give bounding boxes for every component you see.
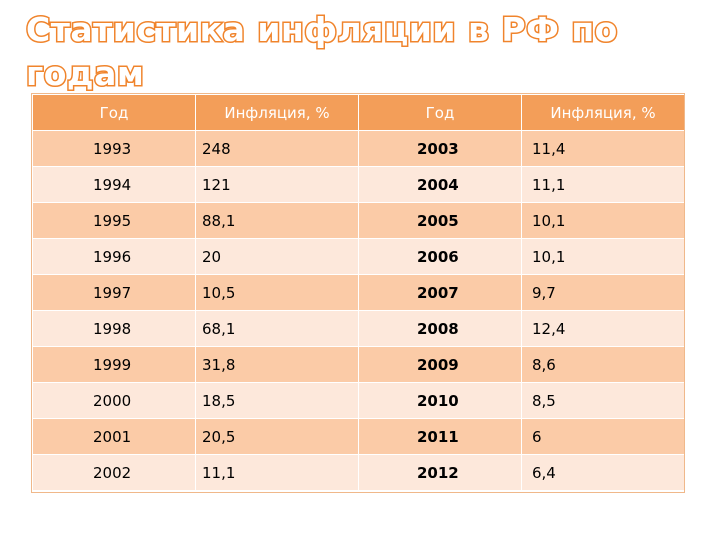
year-cell: 2010 (358, 382, 522, 419)
table-row: 2001 20,5 2011 6 (32, 418, 685, 455)
year-cell: 2006 (358, 238, 522, 275)
inflation-cell: 88,1 (195, 202, 359, 239)
inflation-cell: 248 (195, 130, 359, 167)
inflation-cell: 6,4 (521, 454, 685, 491)
year-cell: 2001 (32, 418, 196, 455)
year-cell: 2009 (358, 346, 522, 383)
table-header-row: Год Инфляция, % Год Инфляция, % (32, 94, 685, 131)
inflation-cell: 10,5 (195, 274, 359, 311)
inflation-cell: 8,6 (521, 346, 685, 383)
year-cell: 2008 (358, 310, 522, 347)
inflation-cell: 6 (521, 418, 685, 455)
year-cell: 1998 (32, 310, 196, 347)
year-cell: 2005 (358, 202, 522, 239)
year-cell: 2002 (32, 454, 196, 491)
inflation-cell: 9,7 (521, 274, 685, 311)
table-row: 2000 18,5 2010 8,5 (32, 382, 685, 419)
year-cell: 1994 (32, 166, 196, 203)
year-cell: 1995 (32, 202, 196, 239)
inflation-cell: 18,5 (195, 382, 359, 419)
inflation-cell: 121 (195, 166, 359, 203)
year-cell: 2000 (32, 382, 196, 419)
table-row: 1996 20 2006 10,1 (32, 238, 685, 275)
table-row: 2002 11,1 2012 6,4 (32, 454, 685, 491)
year-cell: 1996 (32, 238, 196, 275)
table-row: 1995 88,1 2005 10,1 (32, 202, 685, 239)
year-cell: 2011 (358, 418, 522, 455)
table-row: 1999 31,8 2009 8,6 (32, 346, 685, 383)
header-inflation-2: Инфляция, % (521, 94, 685, 131)
header-year-1: Год (32, 94, 196, 131)
page-title: Статистика инфляции в РФ по годам (25, 9, 619, 95)
inflation-cell: 11,1 (521, 166, 685, 203)
year-cell: 1993 (32, 130, 196, 167)
table-row: 1998 68,1 2008 12,4 (32, 310, 685, 347)
inflation-cell: 68,1 (195, 310, 359, 347)
inflation-cell: 31,8 (195, 346, 359, 383)
inflation-table: Год Инфляция, % Год Инфляция, % 1993 248… (32, 94, 685, 491)
inflation-cell: 8,5 (521, 382, 685, 419)
year-cell: 2007 (358, 274, 522, 311)
year-cell: 1997 (32, 274, 196, 311)
year-cell: 2004 (358, 166, 522, 203)
table-row: 1993 248 2003 11,4 (32, 130, 685, 167)
table-row: 1997 10,5 2007 9,7 (32, 274, 685, 311)
year-cell: 2003 (358, 130, 522, 167)
inflation-cell: 11,1 (195, 454, 359, 491)
year-cell: 2012 (358, 454, 522, 491)
table-row: 1994 121 2004 11,1 (32, 166, 685, 203)
inflation-cell: 20,5 (195, 418, 359, 455)
header-inflation-1: Инфляция, % (195, 94, 359, 131)
header-year-2: Год (358, 94, 522, 131)
inflation-cell: 10,1 (521, 238, 685, 275)
inflation-cell: 10,1 (521, 202, 685, 239)
year-cell: 1999 (32, 346, 196, 383)
inflation-cell: 20 (195, 238, 359, 275)
inflation-cell: 12,4 (521, 310, 685, 347)
inflation-cell: 11,4 (521, 130, 685, 167)
